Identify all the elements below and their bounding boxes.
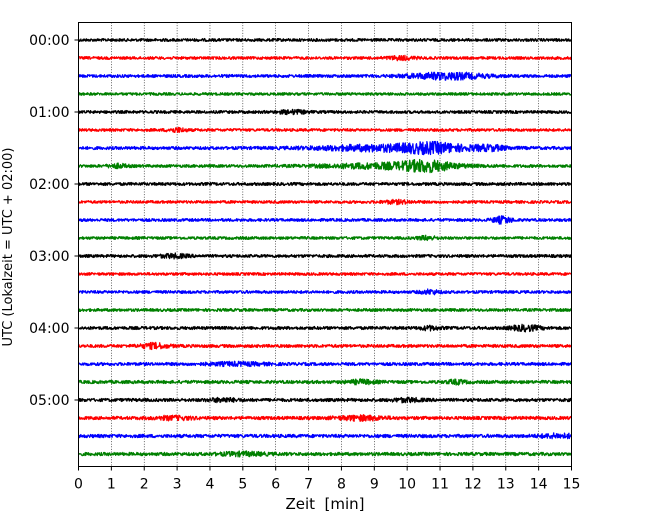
x-tick-label: 12 xyxy=(464,477,482,493)
seismogram-trace xyxy=(77,378,572,386)
seismogram-trace xyxy=(78,54,572,62)
x-tick-label: 10 xyxy=(398,477,416,493)
x-tick-label: 1 xyxy=(107,477,116,493)
vertical-gridlines xyxy=(111,22,539,467)
seismogram-trace xyxy=(77,37,572,43)
y-tick-label: 05:00 xyxy=(29,393,69,409)
seismogram-trace xyxy=(77,414,572,422)
x-tick-label: 2 xyxy=(140,477,149,493)
seismogram-trace xyxy=(78,158,572,174)
seismogram-traces xyxy=(77,37,572,458)
x-tick-label: 15 xyxy=(563,477,581,493)
y-axis-ticks: 00:00 01:00 02:00 03:00 04:00 05:00 xyxy=(29,33,79,409)
y-tick-label: 04:00 xyxy=(29,321,69,337)
x-tick-label: 6 xyxy=(271,477,280,493)
x-tick-label: 5 xyxy=(238,477,247,493)
y-tick-label: 00:00 xyxy=(29,33,69,49)
seismogram-trace xyxy=(78,323,572,333)
seismogram-trace xyxy=(78,450,572,458)
y-tick-label: 03:00 xyxy=(29,249,69,265)
x-tick-label: 14 xyxy=(530,477,548,493)
x-tick-label: 4 xyxy=(206,477,215,493)
plot-frame xyxy=(78,22,572,467)
seismogram-trace xyxy=(78,360,572,368)
seismogram-trace xyxy=(77,108,572,116)
seismogram-trace xyxy=(78,288,572,296)
x-tick-label: 7 xyxy=(304,477,313,493)
seismogram-trace xyxy=(77,272,572,276)
y-tick-label: 01:00 xyxy=(29,105,69,121)
x-tick-label: 0 xyxy=(74,477,83,493)
seismogram-trace xyxy=(77,126,572,133)
seismogram-trace xyxy=(78,432,572,440)
seismogram-trace xyxy=(77,341,572,351)
seismogram-trace xyxy=(77,140,572,156)
seismogram-trace xyxy=(78,181,572,187)
y-tick-label: 02:00 xyxy=(29,177,69,193)
seismogram-trace xyxy=(77,234,572,242)
seismogram-trace xyxy=(77,396,572,404)
seismogram-trace xyxy=(78,198,572,206)
seismogram-trace xyxy=(77,215,572,225)
x-tick-label: 11 xyxy=(431,477,449,493)
seismogram-trace xyxy=(77,71,572,81)
x-axis-label: Zeit [min] xyxy=(285,495,364,513)
x-tick-label: 3 xyxy=(173,477,182,493)
y-axis-label: UTC (Lokalzeit = UTC + 02:00) xyxy=(1,148,16,347)
seismogram-trace xyxy=(78,252,572,260)
seismogram-trace xyxy=(78,307,572,313)
x-tick-label: 9 xyxy=(370,477,379,493)
x-tick-label: 8 xyxy=(337,477,346,493)
seismogram-trace xyxy=(77,92,572,96)
x-axis-ticks: 0 1 2 3 4 5 6 7 8 9 10 11 12 13 14 15 xyxy=(74,466,581,493)
x-tick-label: 13 xyxy=(497,477,515,493)
